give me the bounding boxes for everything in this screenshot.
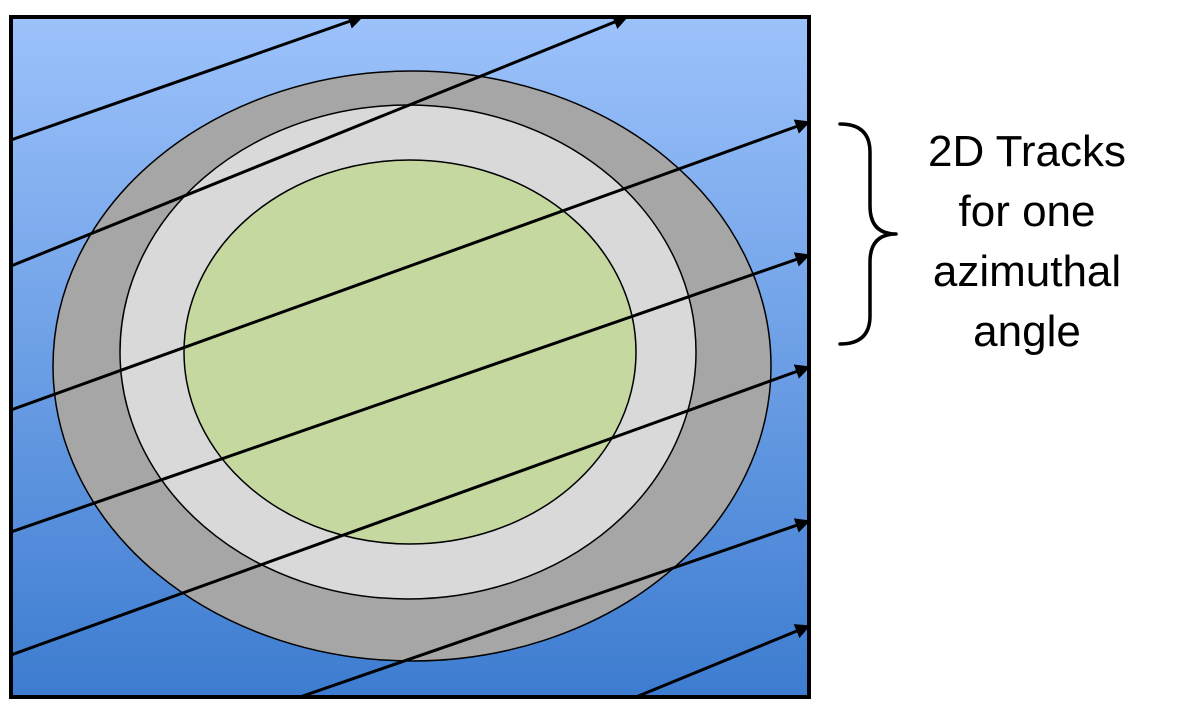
track-arrow bbox=[635, 624, 809, 697]
track-arrow bbox=[299, 518, 809, 697]
label-line-3: azimuthal bbox=[933, 247, 1121, 296]
label-line-2: for one bbox=[959, 187, 1096, 236]
label-line-1: 2D Tracks bbox=[928, 127, 1126, 176]
curly-brace-icon bbox=[838, 122, 898, 346]
track-arrow bbox=[11, 17, 629, 268]
core-region bbox=[183, 159, 637, 545]
track-arrow bbox=[11, 252, 809, 534]
track-group bbox=[11, 17, 809, 697]
track-arrow bbox=[11, 119, 809, 412]
tracks-label: 2D Tracks for one azimuthal angle bbox=[928, 127, 1126, 356]
label-line-4: angle bbox=[973, 307, 1081, 356]
track-arrow bbox=[11, 17, 364, 142]
track-arrow bbox=[11, 364, 809, 657]
domain-border bbox=[9, 15, 811, 699]
